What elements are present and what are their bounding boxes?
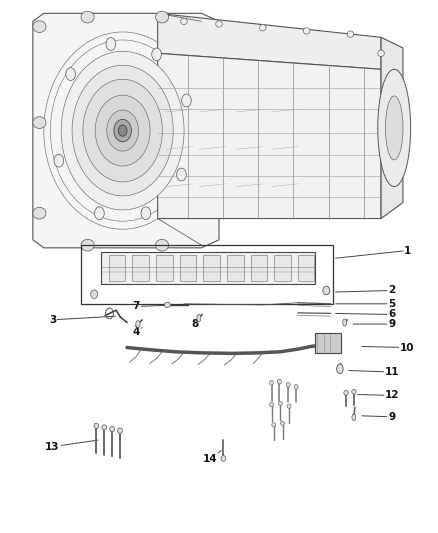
Ellipse shape [180,18,187,25]
Polygon shape [101,252,315,284]
Bar [227,255,244,281]
Ellipse shape [54,154,64,167]
Ellipse shape [152,48,162,61]
Ellipse shape [352,414,356,421]
Text: 10: 10 [400,343,415,352]
Polygon shape [158,13,381,69]
Ellipse shape [117,428,123,433]
Ellipse shape [155,11,169,23]
Bar [203,255,220,281]
Ellipse shape [110,426,115,432]
Text: 12: 12 [385,391,399,400]
Ellipse shape [95,95,150,166]
Ellipse shape [278,379,281,384]
Ellipse shape [280,421,285,425]
Ellipse shape [344,390,348,395]
Ellipse shape [215,21,222,27]
Ellipse shape [33,117,46,128]
Ellipse shape [177,168,186,181]
Ellipse shape [118,125,127,136]
Text: 9: 9 [389,412,396,422]
Text: 7: 7 [132,302,139,311]
Ellipse shape [378,69,411,187]
Polygon shape [158,53,381,219]
Bar [109,255,125,281]
Ellipse shape [347,31,354,37]
Ellipse shape [136,321,140,327]
Ellipse shape [272,423,276,427]
Text: 5: 5 [389,299,396,309]
Text: 3: 3 [49,315,56,325]
Ellipse shape [323,286,330,295]
Ellipse shape [352,389,356,394]
Ellipse shape [259,25,266,31]
Ellipse shape [33,21,46,33]
Ellipse shape [39,24,206,237]
Ellipse shape [61,51,184,210]
Text: 9: 9 [389,319,396,329]
Ellipse shape [141,207,151,220]
Ellipse shape [83,79,162,182]
Bar [274,255,291,281]
Ellipse shape [197,314,201,322]
Ellipse shape [155,239,169,251]
Text: 8: 8 [191,319,198,328]
Bar [180,255,196,281]
Bar [156,255,173,281]
Ellipse shape [72,66,173,196]
Ellipse shape [81,239,94,251]
Ellipse shape [269,381,273,385]
Bar [251,255,267,281]
Ellipse shape [116,122,130,140]
Ellipse shape [102,425,107,430]
Ellipse shape [343,319,347,326]
Ellipse shape [221,455,226,461]
Text: 11: 11 [385,367,399,377]
Ellipse shape [66,68,75,80]
Ellipse shape [164,302,170,308]
Ellipse shape [114,119,131,142]
Ellipse shape [91,290,98,298]
Text: 6: 6 [389,310,396,319]
Ellipse shape [294,385,298,389]
Ellipse shape [286,383,290,387]
Ellipse shape [287,404,291,408]
Ellipse shape [182,94,191,107]
Ellipse shape [269,402,273,407]
Bar [132,255,149,281]
Ellipse shape [378,50,385,56]
Polygon shape [33,13,219,248]
Ellipse shape [95,207,104,220]
Ellipse shape [279,401,282,406]
Ellipse shape [107,110,138,151]
Bar [298,255,314,281]
Text: 2: 2 [389,286,396,295]
Polygon shape [381,37,403,219]
Text: 14: 14 [203,455,218,464]
Ellipse shape [33,207,46,219]
Ellipse shape [94,423,99,429]
Text: 1: 1 [404,246,411,255]
Text: 13: 13 [45,442,60,451]
Ellipse shape [81,11,94,23]
Text: 4: 4 [132,327,139,336]
Ellipse shape [336,364,343,374]
Bar [315,333,341,353]
Ellipse shape [303,28,310,34]
Ellipse shape [106,38,116,51]
Ellipse shape [385,96,403,160]
